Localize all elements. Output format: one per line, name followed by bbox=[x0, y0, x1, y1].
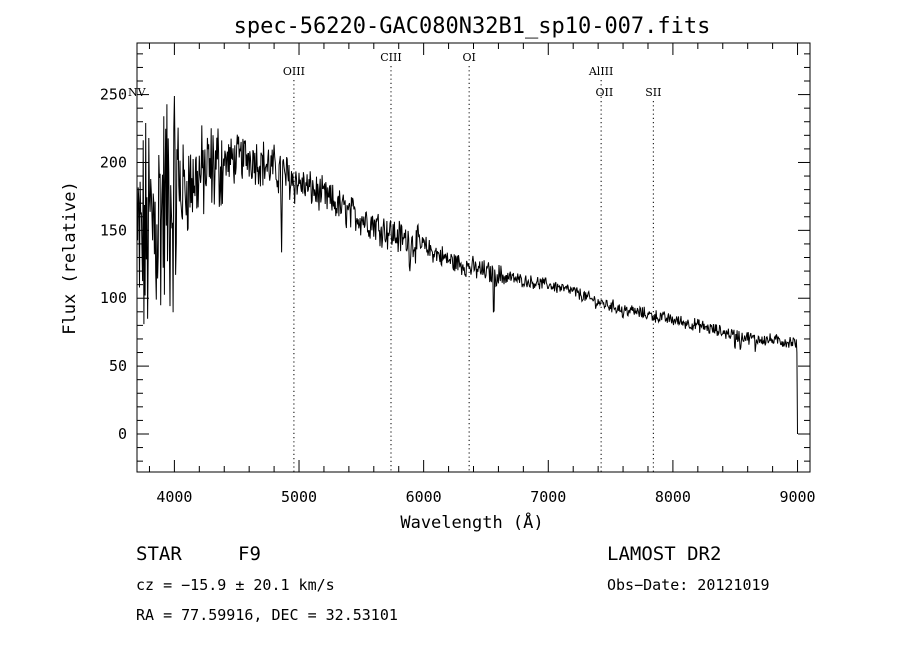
y-tick-label: 200 bbox=[100, 153, 127, 171]
marker-label: OIII bbox=[283, 65, 305, 78]
x-tick-label: 4000 bbox=[156, 488, 192, 506]
marker-label: AlIII bbox=[588, 65, 614, 78]
x-tick-label: 7000 bbox=[530, 488, 566, 506]
marker-label: OII bbox=[596, 86, 614, 99]
subclass-label: F9 bbox=[238, 543, 261, 565]
survey-label: LAMOST DR2 bbox=[607, 543, 721, 565]
x-tick-label: 9000 bbox=[779, 488, 815, 506]
y-axis-ticks: 0 50 100 150 200 250 bbox=[100, 53, 810, 462]
y-tick-label: 50 bbox=[109, 357, 127, 375]
obs-date-text: Obs−Date: 20121019 bbox=[607, 576, 770, 594]
x-tick-label: 5000 bbox=[281, 488, 317, 506]
marker-label: NV bbox=[128, 86, 147, 99]
chart-title: spec-56220-GAC080N32B1_sp10-007.fits bbox=[234, 14, 711, 39]
line-markers: NV OIII CIII OI AlIII OII SII bbox=[128, 51, 661, 472]
class-label: STAR bbox=[136, 543, 182, 565]
x-axis-label: Wavelength (Å) bbox=[400, 511, 543, 533]
coords-text: RA = 77.59916, DEC = 32.53101 bbox=[136, 606, 398, 624]
marker-label: SII bbox=[645, 86, 661, 99]
cz-text: cz = −15.9 ± 20.1 km/s bbox=[136, 576, 335, 594]
marker-label: OI bbox=[462, 51, 475, 64]
y-tick-label: 150 bbox=[100, 221, 127, 239]
x-tick-label: 6000 bbox=[406, 488, 442, 506]
spectrum-line bbox=[137, 95, 798, 435]
x-axis-ticks: 4000 5000 6000 7000 8000 9000 bbox=[148, 43, 816, 506]
y-tick-label: 250 bbox=[100, 86, 127, 104]
marker-label: CIII bbox=[380, 51, 401, 64]
x-tick-label: 8000 bbox=[655, 488, 691, 506]
y-axis-label: Flux (relative) bbox=[60, 181, 80, 335]
y-tick-label: 0 bbox=[118, 425, 127, 443]
y-tick-label: 100 bbox=[100, 289, 127, 307]
